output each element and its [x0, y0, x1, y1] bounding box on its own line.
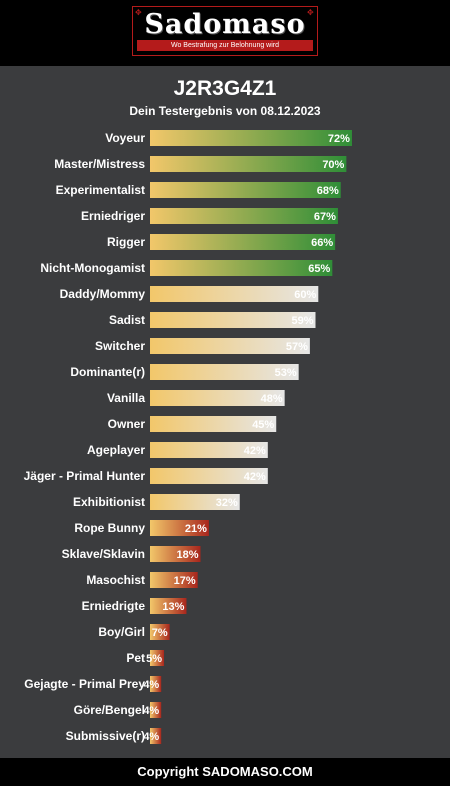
value-label: 18% [176, 549, 198, 561]
value-label: 45% [252, 419, 274, 431]
category-label: Masochist [86, 573, 145, 587]
top-banner: ✥ ✥ Sadomaso Wo Bestrafung zur Belohnung… [0, 0, 450, 66]
score-bar [150, 208, 338, 224]
value-label: 70% [322, 159, 344, 171]
score-bar [150, 728, 162, 744]
score-bar [150, 182, 341, 198]
category-label: Vanilla [107, 391, 145, 405]
score-bar [150, 572, 198, 588]
value-label: 66% [311, 237, 333, 249]
category-label: Ageplayer [87, 443, 145, 457]
value-label: 4% [143, 731, 159, 743]
category-label: Pet [126, 651, 145, 665]
category-label: Voyeur [105, 131, 145, 145]
category-label: Owner [108, 417, 146, 431]
result-code-title: J2R3G4Z1 [173, 77, 277, 100]
category-label: Experimentalist [56, 183, 145, 197]
value-label: 53% [275, 367, 297, 379]
logo-tagline: Wo Bestrafung zur Belohnung wird [137, 40, 313, 51]
score-bar [150, 312, 316, 328]
score-bar [150, 624, 170, 640]
value-label: 5% [146, 653, 162, 665]
value-label: 72% [328, 133, 350, 145]
site-logo[interactable]: ✥ ✥ Sadomaso Wo Bestrafung zur Belohnung… [132, 6, 318, 56]
category-label: Boy/Girl [98, 625, 145, 639]
category-label: Erniedriger [81, 209, 145, 223]
score-bar [150, 338, 310, 354]
value-label: 32% [216, 497, 238, 509]
score-bar [150, 286, 319, 302]
value-label: 48% [261, 393, 283, 405]
category-label: Jäger - Primal Hunter [24, 469, 146, 483]
score-bar [150, 130, 352, 146]
value-label: 59% [291, 315, 313, 327]
value-label: 21% [185, 523, 207, 535]
score-bar [150, 702, 162, 718]
category-label: Sadist [109, 313, 145, 327]
category-label: Rope Bunny [74, 521, 145, 535]
value-label: 68% [317, 185, 339, 197]
result-date-subtitle: Dein Testergebnis von 08.12.2023 [129, 104, 321, 118]
value-label: 13% [162, 601, 184, 613]
score-bar [150, 442, 268, 458]
category-label: Dominante(r) [70, 365, 145, 379]
footer-copyright: Copyright SADOMASO.COM [0, 758, 450, 786]
value-label: 65% [308, 263, 330, 275]
logo-wordmark: Sadomaso [144, 9, 306, 40]
category-label: Switcher [95, 339, 145, 353]
score-bar [150, 416, 277, 432]
value-label: 4% [143, 679, 159, 691]
value-label: 67% [314, 211, 336, 223]
score-bar [150, 364, 299, 380]
value-label: 60% [294, 289, 316, 301]
score-bar [150, 468, 268, 484]
category-label: Submissive(r) [66, 729, 145, 743]
score-bar [150, 156, 347, 172]
score-bar [150, 546, 201, 562]
category-label: Exhibitionist [73, 495, 145, 509]
category-label: Nicht-Monogamist [40, 261, 145, 275]
logo-corner-ornament-icon: ✥ [135, 8, 142, 17]
value-label: 4% [143, 705, 159, 717]
score-bar [150, 260, 333, 276]
score-bar [150, 494, 240, 510]
score-bar [150, 390, 285, 406]
value-label: 17% [174, 575, 196, 587]
category-label: Erniedrigte [82, 599, 146, 613]
category-label: Rigger [107, 235, 145, 249]
value-label: 7% [152, 627, 168, 639]
category-label: Gejagte - Primal Prey [24, 677, 145, 691]
value-label: 42% [244, 445, 266, 457]
score-bar [150, 676, 162, 692]
score-bar [150, 598, 187, 614]
value-label: 57% [286, 341, 308, 353]
category-label: Master/Mistress [54, 157, 145, 171]
value-label: 42% [244, 471, 266, 483]
category-label: Daddy/Mommy [60, 287, 146, 301]
score-bar [150, 650, 165, 666]
logo-corner-ornament-icon: ✥ [307, 8, 314, 17]
score-bar [150, 234, 336, 250]
category-label: Sklave/Sklavin [62, 547, 145, 561]
category-label: Göre/Bengel [74, 703, 145, 717]
score-bar [150, 520, 209, 536]
